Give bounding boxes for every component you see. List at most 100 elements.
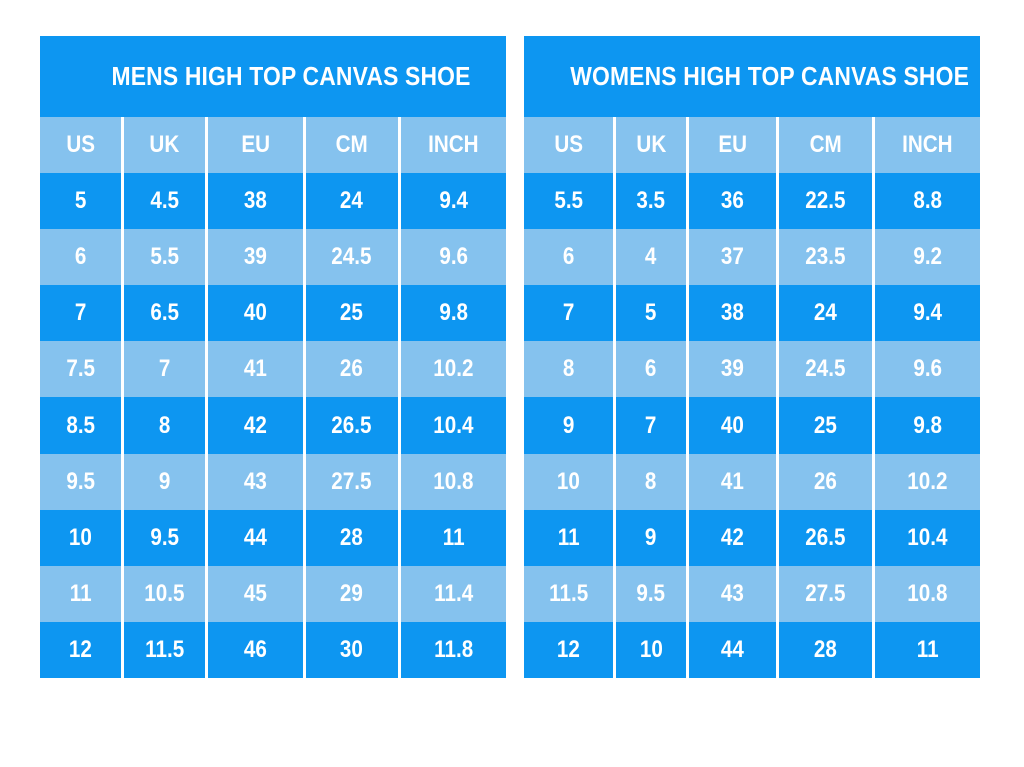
size-cell: 5.5 [524,173,613,230]
size-cell: 41 [204,341,303,398]
size-cell-label: 9.6 [439,243,468,271]
size-cell-label: 41 [243,355,267,383]
size-cell: 10.4 [871,509,980,566]
size-cell: 11.4 [397,565,506,622]
size-cell: 10.4 [397,397,506,454]
size-cell: 44 [204,509,303,566]
size-cell-label: 7 [158,355,171,383]
size-cell-label: 3.5 [636,187,666,215]
size-cell-label: 40 [720,411,744,439]
size-cell-label: 36 [720,187,744,215]
mens-table-title: MENS HIGH TOP CANVAS SHOE [111,61,471,91]
size-cell: 28 [302,509,398,566]
size-cell-label: 43 [720,579,744,607]
size-cell-label: 7 [645,411,657,439]
size-cell: 7 [612,397,686,454]
size-cell-label: 41 [720,467,744,495]
size-cell-label: 6 [562,243,575,271]
womens-size-table: WOMENS HIGH TOP CANVAS SHOE US UK EU CM INCH… [524,36,980,678]
size-cell-label: 26.5 [805,523,846,551]
size-cell: 6 [612,341,686,398]
size-cell-label: 9 [158,467,171,495]
mens-size-table: MENS HIGH TOP CANVAS SHOE US UK EU CM INCH 5 4… [40,36,506,678]
size-cell: 8 [524,341,613,398]
size-cell-label: 9.5 [66,467,95,495]
size-cell-label: 29 [340,579,364,607]
size-cell: 8 [612,453,686,510]
size-cell-label: 27.5 [805,579,846,607]
size-cell-label: 28 [340,523,364,551]
column-header-cm: CM [302,117,398,174]
size-cell-label: 9.4 [439,187,468,215]
size-cell: 5 [612,285,686,342]
size-cell-label: 9.8 [913,411,942,439]
size-cell: 24.5 [302,229,398,286]
size-cell: 10.2 [871,453,980,510]
mens-table-grid: US UK EU CM INCH 5 4.5 38 24 9.4 6 5.5 39 24.5 9.6 7 6.5… [40,117,506,678]
size-cell: 10.5 [121,565,205,622]
size-cell: 5 [40,173,122,230]
size-cell-label: 7 [74,299,87,327]
size-cell-label: 5.5 [554,187,583,215]
size-cell: 37 [685,229,776,286]
size-cell: 5.5 [121,229,205,286]
size-cell: 7.5 [40,341,122,398]
size-cell: 43 [685,565,776,622]
size-cell-label: 9.4 [913,299,942,327]
size-cell-label: 26.5 [331,411,372,439]
size-cell: 4 [612,229,686,286]
size-cell-label: 5 [74,187,87,215]
size-cell-label: 10.4 [433,411,474,439]
size-cell: 10 [612,621,686,678]
size-cell: 8 [121,397,205,454]
column-header-eu-label: EU [241,131,270,159]
size-cell: 9.5 [121,509,205,566]
size-cell-label: 10.8 [433,467,474,495]
size-cell-label: 10 [556,467,580,495]
size-cell: 10 [40,509,122,566]
size-cell: 9 [524,397,613,454]
column-header-cm: CM [775,117,872,174]
size-cell: 26.5 [302,397,398,454]
size-cell-label: 43 [243,467,267,495]
size-cell-label: 42 [720,523,744,551]
size-cell-label: 11 [442,523,465,551]
size-cell: 25 [302,285,398,342]
size-cell-label: 6 [645,355,657,383]
size-cell-label: 38 [243,187,267,215]
size-cell-label: 25 [813,411,837,439]
size-cell-label: 8.8 [913,187,942,215]
size-cell: 12 [524,621,613,678]
size-cell: 44 [685,621,776,678]
size-cell: 7 [524,285,613,342]
column-header-eu-label: EU [717,131,747,159]
size-cell: 9.8 [871,397,980,454]
size-cell: 6 [524,229,613,286]
size-cell-label: 10.4 [907,523,948,551]
size-cell: 3.5 [612,173,686,230]
size-cell: 11 [397,509,506,566]
size-cell-label: 24.5 [805,355,846,383]
size-cell: 11 [40,565,122,622]
womens-table-grid: US UK EU CM INCH 5.5 3.5 36 22.5 8.8 6 4 37 23.5 9.2 7 5… [524,117,980,678]
column-header-eu: EU [685,117,776,174]
size-cell-label: 24 [813,299,837,327]
size-cell-label: 10.5 [144,579,185,607]
size-cell: 27.5 [302,453,398,510]
size-cell: 39 [685,341,776,398]
womens-table-title-band: WOMENS HIGH TOP CANVAS SHOE [524,36,980,117]
size-cell-label: 10.8 [907,579,948,607]
size-cell: 9 [121,453,205,510]
column-header-inch: INCH [397,117,506,174]
size-cell-label: 26 [813,467,837,495]
size-cell-label: 39 [243,243,267,271]
size-cell-label: 8.5 [66,411,95,439]
size-cell: 38 [204,173,303,230]
size-cell: 6.5 [121,285,205,342]
size-cell-label: 22.5 [805,187,846,215]
size-cell: 38 [685,285,776,342]
size-cell: 39 [204,229,303,286]
size-cell-label: 5 [645,299,657,327]
size-cell: 10.2 [397,341,506,398]
size-cell-label: 9.5 [150,523,179,551]
